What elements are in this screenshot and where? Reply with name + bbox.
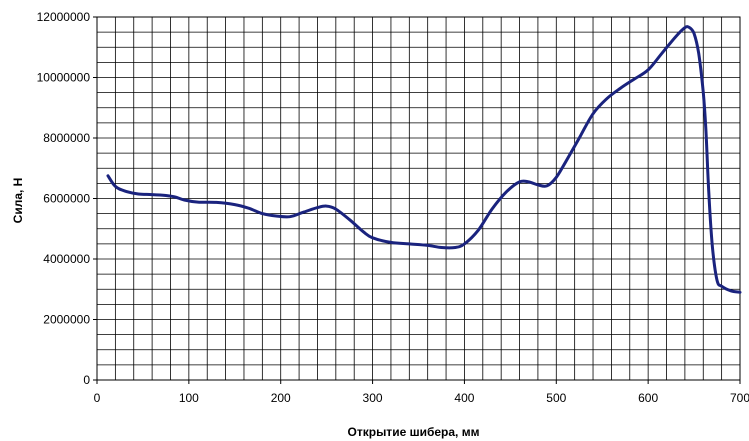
x-tick-label: 400 (454, 391, 474, 405)
x-axis: 0 100 200 300 400 500 600 700 (94, 380, 749, 405)
y-tick-label: 12000000 (37, 10, 91, 24)
y-axis-label: Сила, Н (11, 178, 25, 224)
x-tick-label: 200 (271, 391, 291, 405)
x-tick-label: 0 (94, 391, 101, 405)
x-tick-label: 500 (546, 391, 566, 405)
x-tick-label: 700 (730, 391, 749, 405)
y-tick-label: 8000000 (43, 131, 90, 145)
grid (97, 17, 740, 380)
y-tick-label: 0 (83, 373, 90, 387)
y-axis: 0 2000000 4000000 6000000 8000000 10000000 120… (37, 10, 97, 387)
y-tick-label: 4000000 (43, 252, 90, 266)
x-axis-label: Открытие шибера, мм (348, 425, 480, 439)
y-tick-label: 10000000 (37, 71, 91, 85)
force-series-line (106, 25, 742, 294)
y-tick-label: 2000000 (43, 313, 90, 327)
x-tick-label: 300 (363, 391, 383, 405)
x-tick-label: 100 (179, 391, 199, 405)
x-tick-label: 600 (638, 391, 658, 405)
y-tick-label: 6000000 (43, 192, 90, 206)
